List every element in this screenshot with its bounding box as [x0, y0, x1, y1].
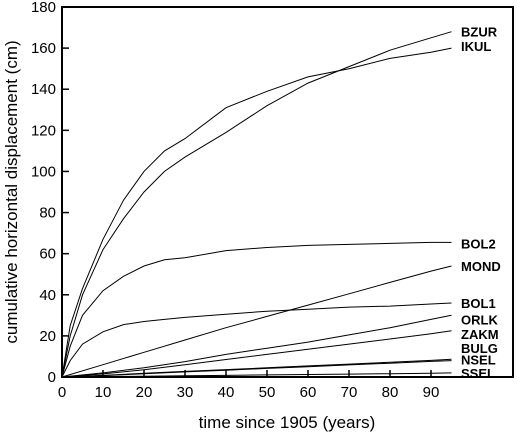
y-tick-label-0: 0 — [48, 369, 56, 386]
series-line-bzur — [61, 31, 452, 378]
series-label-mond: MOND — [461, 259, 501, 274]
series-line-ikul — [61, 47, 452, 378]
x-tick-label-30: 30 — [177, 384, 194, 401]
series-line-orlk — [61, 314, 452, 378]
series-line-bol1 — [61, 302, 452, 378]
x-tick-label-90: 90 — [423, 384, 440, 401]
series-label-bol2: BOL2 — [461, 236, 496, 251]
y-tick-label-40: 40 — [39, 287, 56, 304]
plot-frame — [61, 6, 514, 378]
y-tick-label-120: 120 — [31, 122, 56, 139]
y-tick-label-80: 80 — [39, 205, 56, 222]
series-label-ikul: IKUL — [461, 39, 491, 54]
x-tick-label-70: 70 — [341, 384, 358, 401]
y-tick-label-20: 20 — [39, 328, 56, 345]
series-lines — [61, 31, 452, 378]
x-axis-label: time since 1905 (years) — [199, 413, 376, 432]
y-tick-label-160: 160 — [31, 40, 56, 57]
series-label-bzur: BZUR — [461, 25, 498, 40]
x-tick-label-10: 10 — [95, 384, 112, 401]
x-tick-label-80: 80 — [382, 384, 399, 401]
x-tick-label-0: 0 — [58, 384, 66, 401]
series-line-zakm — [61, 330, 452, 378]
series-label-zakm: ZAKM — [461, 327, 499, 342]
series-label-ssel: SSEL — [461, 366, 495, 381]
y-axis-label: cumulative horizontal displacement (cm) — [2, 40, 21, 343]
y-tick-label-140: 140 — [31, 81, 56, 98]
y-tick-label-60: 60 — [39, 246, 56, 263]
series-line-nsel — [61, 360, 452, 378]
x-tick-label-20: 20 — [136, 384, 153, 401]
series-line-bol2 — [61, 241, 452, 378]
axis-ticks: 0 10 20 30 40 50 60 70 80 90 0 20 40 60 80 100 120 140 160… — [31, 0, 439, 401]
series-label-nsel: NSEL — [461, 353, 496, 368]
y-tick-label-100: 100 — [31, 163, 56, 180]
series-label-bulg: BULG — [461, 341, 498, 356]
x-tick-label-60: 60 — [300, 384, 317, 401]
series-label-bol1: BOL1 — [461, 296, 496, 311]
y-tick-label-180: 180 — [31, 0, 56, 16]
series-line-mond — [61, 265, 452, 378]
x-tick-label-50: 50 — [259, 384, 276, 401]
x-tick-label-40: 40 — [218, 384, 235, 401]
series-label-orlk: ORLK — [461, 312, 498, 327]
